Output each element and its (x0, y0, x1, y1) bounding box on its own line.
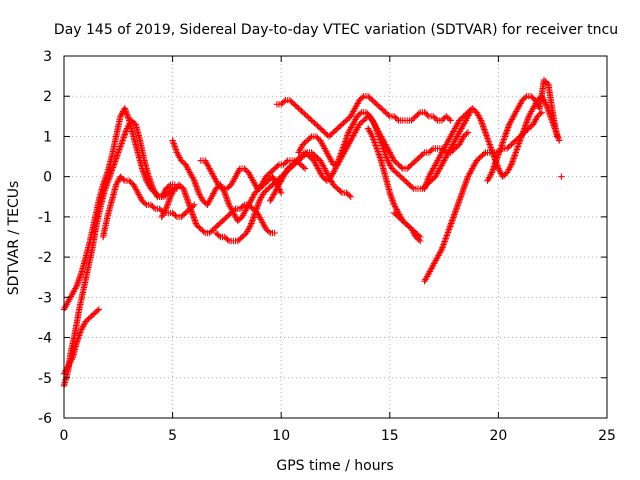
y-axis-label: SDTVAR / TECUs (6, 181, 22, 296)
x-tick-label: 0 (60, 428, 69, 444)
y-tick-label: 1 (43, 129, 52, 145)
chart-title: Day 145 of 2019, Sidereal Day-to-day VTE… (54, 22, 618, 38)
series-arc-6 (197, 157, 309, 192)
y-tick-label: -2 (38, 250, 52, 266)
x-tick-label: 20 (489, 428, 507, 444)
series-marker-trail (158, 181, 278, 237)
y-tick-label: 0 (43, 170, 52, 186)
series-marker-trail (267, 109, 474, 204)
series-arc-10 (295, 113, 472, 172)
series-arc-4 (158, 181, 278, 237)
series-marker-trail (273, 93, 454, 140)
axis-ticks: 0 5 10 15 20 25 -6 -5 -4 -3 -2 -1 0 1 2 3 (38, 49, 616, 444)
x-tick-label: 10 (272, 428, 290, 444)
grid (64, 56, 607, 418)
series-arc-5 (169, 137, 285, 225)
series-marker-trail (484, 76, 565, 184)
y-tick-label: -4 (38, 331, 52, 347)
series-marker-trail (197, 157, 309, 192)
y-tick-label: 3 (43, 49, 52, 65)
series-marker-trail (169, 137, 285, 225)
y-tick-label: -5 (38, 371, 52, 387)
series-marker-trail (295, 113, 472, 172)
y-tick-label: -6 (38, 411, 52, 427)
series-arc-11 (364, 109, 545, 285)
y-tick-label: -3 (38, 290, 52, 306)
series-arc-9 (273, 93, 454, 140)
plot-frame (63, 55, 608, 419)
series-arc-13 (484, 76, 565, 184)
x-axis-label: GPS time / hours (276, 458, 393, 474)
x-tick-label: 25 (598, 428, 616, 444)
series-arc-8 (267, 109, 474, 204)
series-marker-trail (364, 109, 545, 285)
data-marks (60, 76, 565, 389)
x-tick-label: 15 (381, 428, 399, 444)
x-tick-label: 5 (168, 428, 177, 444)
y-tick-label: 2 (43, 89, 52, 105)
y-tick-label: -1 (38, 210, 52, 226)
